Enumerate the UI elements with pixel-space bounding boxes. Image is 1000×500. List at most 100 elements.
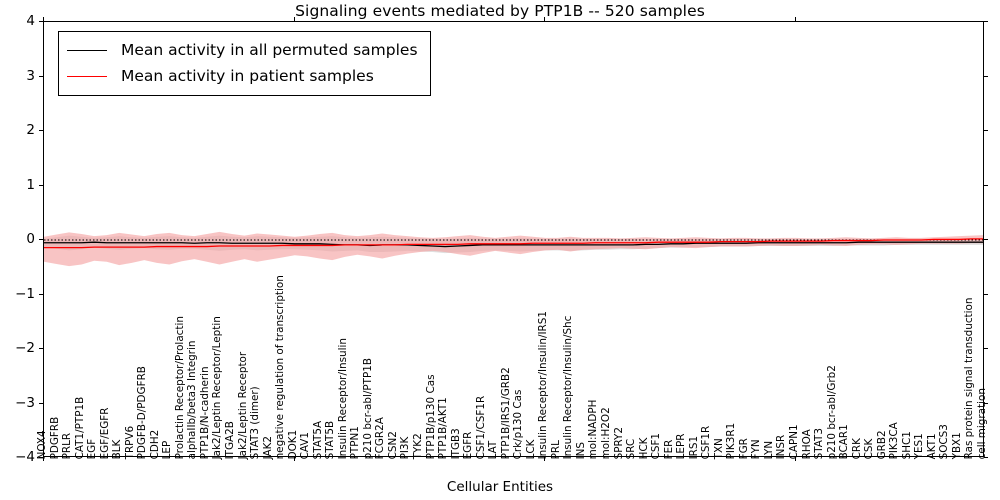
x-tick-label: RHOA	[800, 428, 813, 459]
x-tick-label: CSK	[863, 438, 876, 459]
y-tick-right	[984, 348, 988, 349]
x-tick-top	[544, 17, 546, 21]
y-tick-label: 4	[26, 13, 35, 29]
x-tick-label: PDGFRB	[48, 416, 61, 459]
x-tick-label: PRL	[549, 439, 562, 459]
x-tick	[293, 457, 295, 461]
x-tick-label: CDH2	[148, 429, 161, 459]
x-tick-label: PTP1B/IRS1/GRB2	[499, 366, 512, 459]
y-tick	[39, 457, 43, 458]
y-tick	[39, 348, 43, 349]
y-tick-right	[984, 293, 988, 295]
line-permuted	[44, 241, 983, 248]
x-tick-label: Insulin Receptor/Insulin	[336, 337, 349, 459]
x-tick-label: CRK	[850, 437, 863, 459]
legend-line-permuted	[67, 49, 107, 51]
x-tick-label: PIK3R1	[725, 422, 738, 459]
x-tick-label: ITGA2B	[224, 420, 237, 459]
chart-title: Signaling events mediated by PTP1B -- 52…	[295, 2, 705, 20]
x-tick-label: PTPN1	[349, 425, 362, 459]
x-tick-label: EGFR	[462, 431, 475, 459]
legend-entry: Mean activity in all permuted samples	[67, 37, 418, 63]
x-tick-label: DOK1	[286, 429, 299, 459]
x-tick-label: PI3K	[399, 436, 412, 459]
x-tick-label: PTP1B/p130 Cas	[424, 374, 437, 459]
x-tick-label: Jak2/Leptin Receptor/Leptin	[211, 315, 224, 459]
y-tick	[39, 293, 43, 295]
y-tick-right	[984, 130, 988, 131]
x-tick-label: BLK	[111, 439, 124, 459]
y-tick-right	[984, 457, 988, 458]
x-tick	[544, 457, 546, 461]
band-patient	[44, 231, 983, 267]
y-tick	[39, 75, 43, 77]
x-tick-label: NOX4	[36, 429, 49, 459]
x-tick-label: PDGFB-D/PDGFRB	[136, 365, 149, 459]
x-tick-label: FER	[662, 439, 675, 459]
y-tick-right	[984, 75, 988, 77]
x-tick-label: PIK3CA	[888, 421, 901, 459]
x-tick-label: LEP	[161, 440, 174, 459]
x-tick-label: Insulin Receptor/Insulin/IRS1	[537, 310, 550, 459]
x-tick-label: negative regulation of transcription	[274, 274, 287, 459]
y-tick	[39, 402, 43, 404]
x-tick-label: FGR	[737, 437, 750, 459]
y-tick-right	[984, 184, 988, 186]
x-tick-label: Insulin Receptor/Insulin/Shc	[562, 315, 575, 459]
x-tick-label: CAT1/PTP1B	[73, 396, 86, 459]
x-tick-label: Ras protein signal transduction	[963, 297, 976, 459]
x-tick-label: STAT5A	[311, 420, 324, 459]
x-tick-label: cell migration	[976, 387, 989, 459]
x-tick-label: PTP1B/N-cadherin	[199, 365, 212, 459]
x-tick-label: Prolactin Receptor/Prolactin	[173, 315, 186, 459]
x-tick-label: TXN	[712, 437, 725, 459]
x-tick-label: SPRY2	[612, 426, 625, 459]
x-tick-label: CSF1	[650, 432, 663, 459]
x-tick-label: HCK	[637, 437, 650, 459]
x-tick-label: YES1	[913, 432, 926, 459]
y-tick-label: −4	[15, 449, 35, 465]
plot-svg	[44, 231, 983, 267]
x-tick-label: LYN	[763, 440, 776, 459]
x-tick-label: PTP1B/AKT1	[437, 396, 450, 459]
x-tick-label: CSN2	[387, 430, 400, 459]
legend-label-permuted: Mean activity in all permuted samples	[121, 41, 418, 59]
x-tick-label: STAT5B	[324, 420, 337, 459]
y-tick-label: −2	[15, 340, 35, 356]
x-tick-label: GRB2	[875, 429, 888, 459]
x-tick-label: INSR	[775, 434, 788, 459]
x-tick-label: FCGR2A	[374, 416, 387, 459]
x-tick-label: SOCS3	[938, 423, 951, 459]
y-tick-right	[984, 402, 988, 404]
x-tick-label: AKT1	[925, 432, 938, 459]
legend-label-patient: Mean activity in patient samples	[121, 67, 374, 85]
legend: Mean activity in all permuted samples Me…	[58, 31, 431, 96]
x-tick-label: TYK2	[412, 432, 425, 459]
x-tick-label: INS	[575, 441, 588, 459]
x-tick-label: mol:NADPH	[587, 399, 600, 459]
x-tick-label: LAT	[487, 440, 500, 459]
legend-entry: Mean activity in patient samples	[67, 63, 418, 89]
x-tick-label: STAT3	[813, 427, 826, 459]
legend-line-patient	[67, 75, 107, 77]
x-tick-label: Jak2/Leptin Receptor	[236, 351, 249, 459]
x-tick-label: STAT3 (dimer)	[249, 385, 262, 459]
x-tick-label: alphaIIb/beta3 Integrin	[186, 340, 199, 459]
y-tick	[39, 184, 43, 186]
x-tick-label: CSF1/CSF1R	[474, 395, 487, 459]
y-tick	[39, 130, 43, 131]
x-tick-label: BCAR1	[838, 423, 851, 459]
x-tick-label: PRLR	[61, 432, 74, 460]
x-tick	[43, 457, 44, 461]
x-tick-label: LEPR	[675, 433, 688, 459]
x-tick-label: FYN	[750, 438, 763, 459]
x-tick-label: EGF	[86, 438, 99, 459]
x-tick-label: JAK2	[261, 435, 274, 459]
x-tick-label: p210 bcr-abl/Grb2	[825, 364, 838, 459]
x-tick-label: SRC	[625, 438, 638, 459]
x-tick-label: CAV1	[299, 431, 312, 459]
y-tick-right	[984, 239, 988, 240]
x-tick-top	[293, 17, 295, 21]
x-tick-label: EGF/EGFR	[98, 407, 111, 459]
